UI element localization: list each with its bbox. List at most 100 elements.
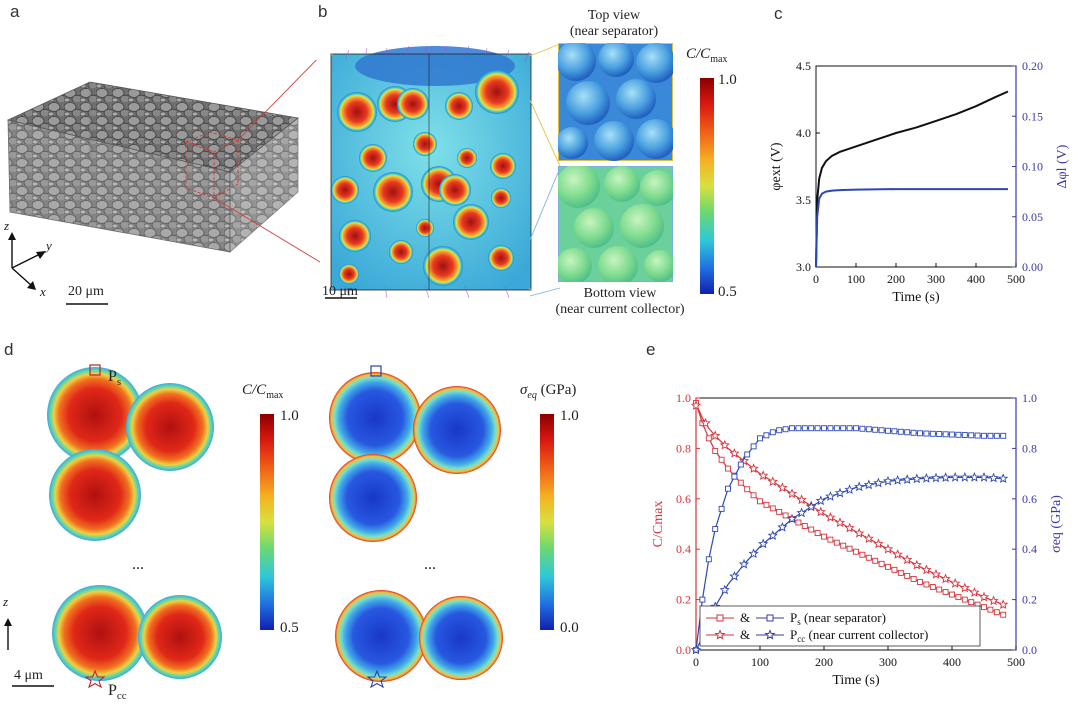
e-series-1-point (796, 494, 807, 505)
e-series-1-point (940, 573, 951, 584)
e-series-3-point (815, 495, 826, 506)
e-series-0-point (808, 526, 815, 533)
e-series-2-point (981, 432, 987, 439)
e-series-2-point (737, 461, 744, 468)
e-yl-tick-label: 0.6 (676, 492, 691, 506)
e-legend (699, 605, 981, 647)
e-series-0-point (840, 542, 847, 549)
e-series-2-point (827, 425, 834, 432)
e-series-3-point (988, 472, 999, 483)
panel-a-electrode-block (6, 60, 320, 305)
block-right-face (229, 117, 299, 253)
e-series-1-point (844, 522, 855, 533)
e-series-0-point (846, 545, 853, 552)
e-series-3-point (825, 491, 836, 501)
e-series-0-point (942, 589, 949, 595)
e-series-3-point (758, 538, 769, 549)
e-series-2-point (757, 435, 763, 442)
e-legend-blue-marker (766, 614, 774, 622)
e-series-0-point (821, 533, 827, 540)
pcc-label: Pcc (108, 682, 127, 703)
e-series-1-point (758, 470, 769, 480)
pcc-marker (84, 669, 106, 689)
e-series-0-point (827, 536, 834, 543)
e-series-0-point (897, 569, 904, 576)
e-legend-red-marker (716, 614, 724, 622)
e-series-1-point (710, 430, 721, 441)
e-series-1-point (700, 417, 711, 428)
e-series-3-point (930, 472, 942, 483)
e-legend-label: Ps (near separator) (790, 610, 886, 627)
e-series-2-point (821, 425, 827, 432)
e-yl-tick-label: 1.0 (676, 391, 691, 405)
e-series-0-point (981, 604, 987, 611)
c-series-0 (815, 90, 1009, 268)
e-series-3-point (738, 558, 750, 569)
e-series-3-point (786, 513, 798, 524)
e-series-0-point (865, 554, 872, 561)
c-yr-tick-label: 0.05 (1022, 210, 1043, 224)
e-series-3-point (940, 472, 951, 482)
d-ellipsis-right: ... (424, 556, 436, 573)
e-x-tick-label: 0 (693, 655, 699, 669)
e-series-3-point (950, 472, 961, 482)
e-series-1-point (950, 578, 961, 588)
e-series-0-point (872, 557, 879, 564)
e-series-2-point (795, 425, 802, 432)
b-colorbar (700, 78, 714, 294)
e-series-1-point (690, 400, 702, 410)
e-series-2-point (968, 432, 975, 439)
e-series-2-point (859, 425, 866, 432)
e-series-2-point (776, 427, 783, 434)
e-x-tick-label: 400 (943, 655, 961, 669)
e-series-2-point (744, 451, 751, 458)
e-legend-label: Pcc (near current collector) (790, 627, 928, 644)
e-series-2-point (872, 426, 879, 433)
e-series-0-point (750, 492, 757, 499)
e-series-2-point (718, 505, 725, 512)
c-plot-frame (815, 65, 1017, 268)
e-series-0-point (968, 599, 975, 606)
e-series-3-point (748, 548, 759, 559)
c-yl-tick-label: 3.0 (796, 260, 811, 274)
e-series-3-point (796, 507, 807, 518)
e-series-2-point (885, 427, 891, 434)
e-series-1-point (902, 554, 913, 565)
e-series-0-point (936, 586, 943, 593)
c-yr-tick-label: 0.00 (1022, 260, 1043, 274)
c-x-tick-label: 500 (1007, 272, 1025, 286)
y-axis-arrow (11, 253, 41, 269)
e-series-2-point (865, 426, 872, 433)
c-x-tick-label: 400 (967, 272, 985, 286)
e-series-3-point (854, 481, 865, 492)
e-series-3-point (998, 473, 1009, 483)
e-series-0-point (795, 519, 802, 526)
c-x-tick-label: 200 (887, 272, 905, 286)
d-colorbar-2 (540, 414, 554, 630)
c-series-1 (815, 188, 1008, 268)
b-colorbar-title: C/Cmax (686, 46, 728, 65)
e-series-0-point (987, 606, 994, 613)
e-series-2-point (936, 431, 943, 437)
d-cb1-min: 0.5 (280, 620, 299, 636)
e-series-0-point (961, 596, 968, 603)
e-series-0-point (917, 579, 923, 585)
e-series-1-point (729, 448, 740, 458)
e-series-2-point (993, 432, 1000, 439)
c-yl-tick-label: 3.5 (796, 193, 811, 207)
e-series-0-point (718, 456, 725, 463)
e-series-1-point (719, 439, 730, 450)
e-series-2-point (897, 428, 904, 435)
b-colorbar-min: 0.5 (718, 284, 737, 300)
e-series-0-point (763, 501, 770, 508)
e-x-tick-label: 200 (815, 655, 833, 669)
scalebar-d-label: 4 μm (14, 668, 43, 683)
d-cb2-min: 0.0 (560, 620, 579, 636)
x-axis-arrow (11, 267, 33, 287)
c-x-axis-label: Time (s) (892, 290, 940, 305)
scalebar-b-label: 10 μm (322, 284, 358, 299)
e-series-2-point (801, 425, 808, 432)
e-series-0-point (705, 435, 712, 442)
chart-c: 0 100 200 300 400 500 3.0 3.5 4.0 4.5 0.00 0.05 0.10… (769, 59, 1070, 305)
e-series-2-point (840, 425, 847, 432)
